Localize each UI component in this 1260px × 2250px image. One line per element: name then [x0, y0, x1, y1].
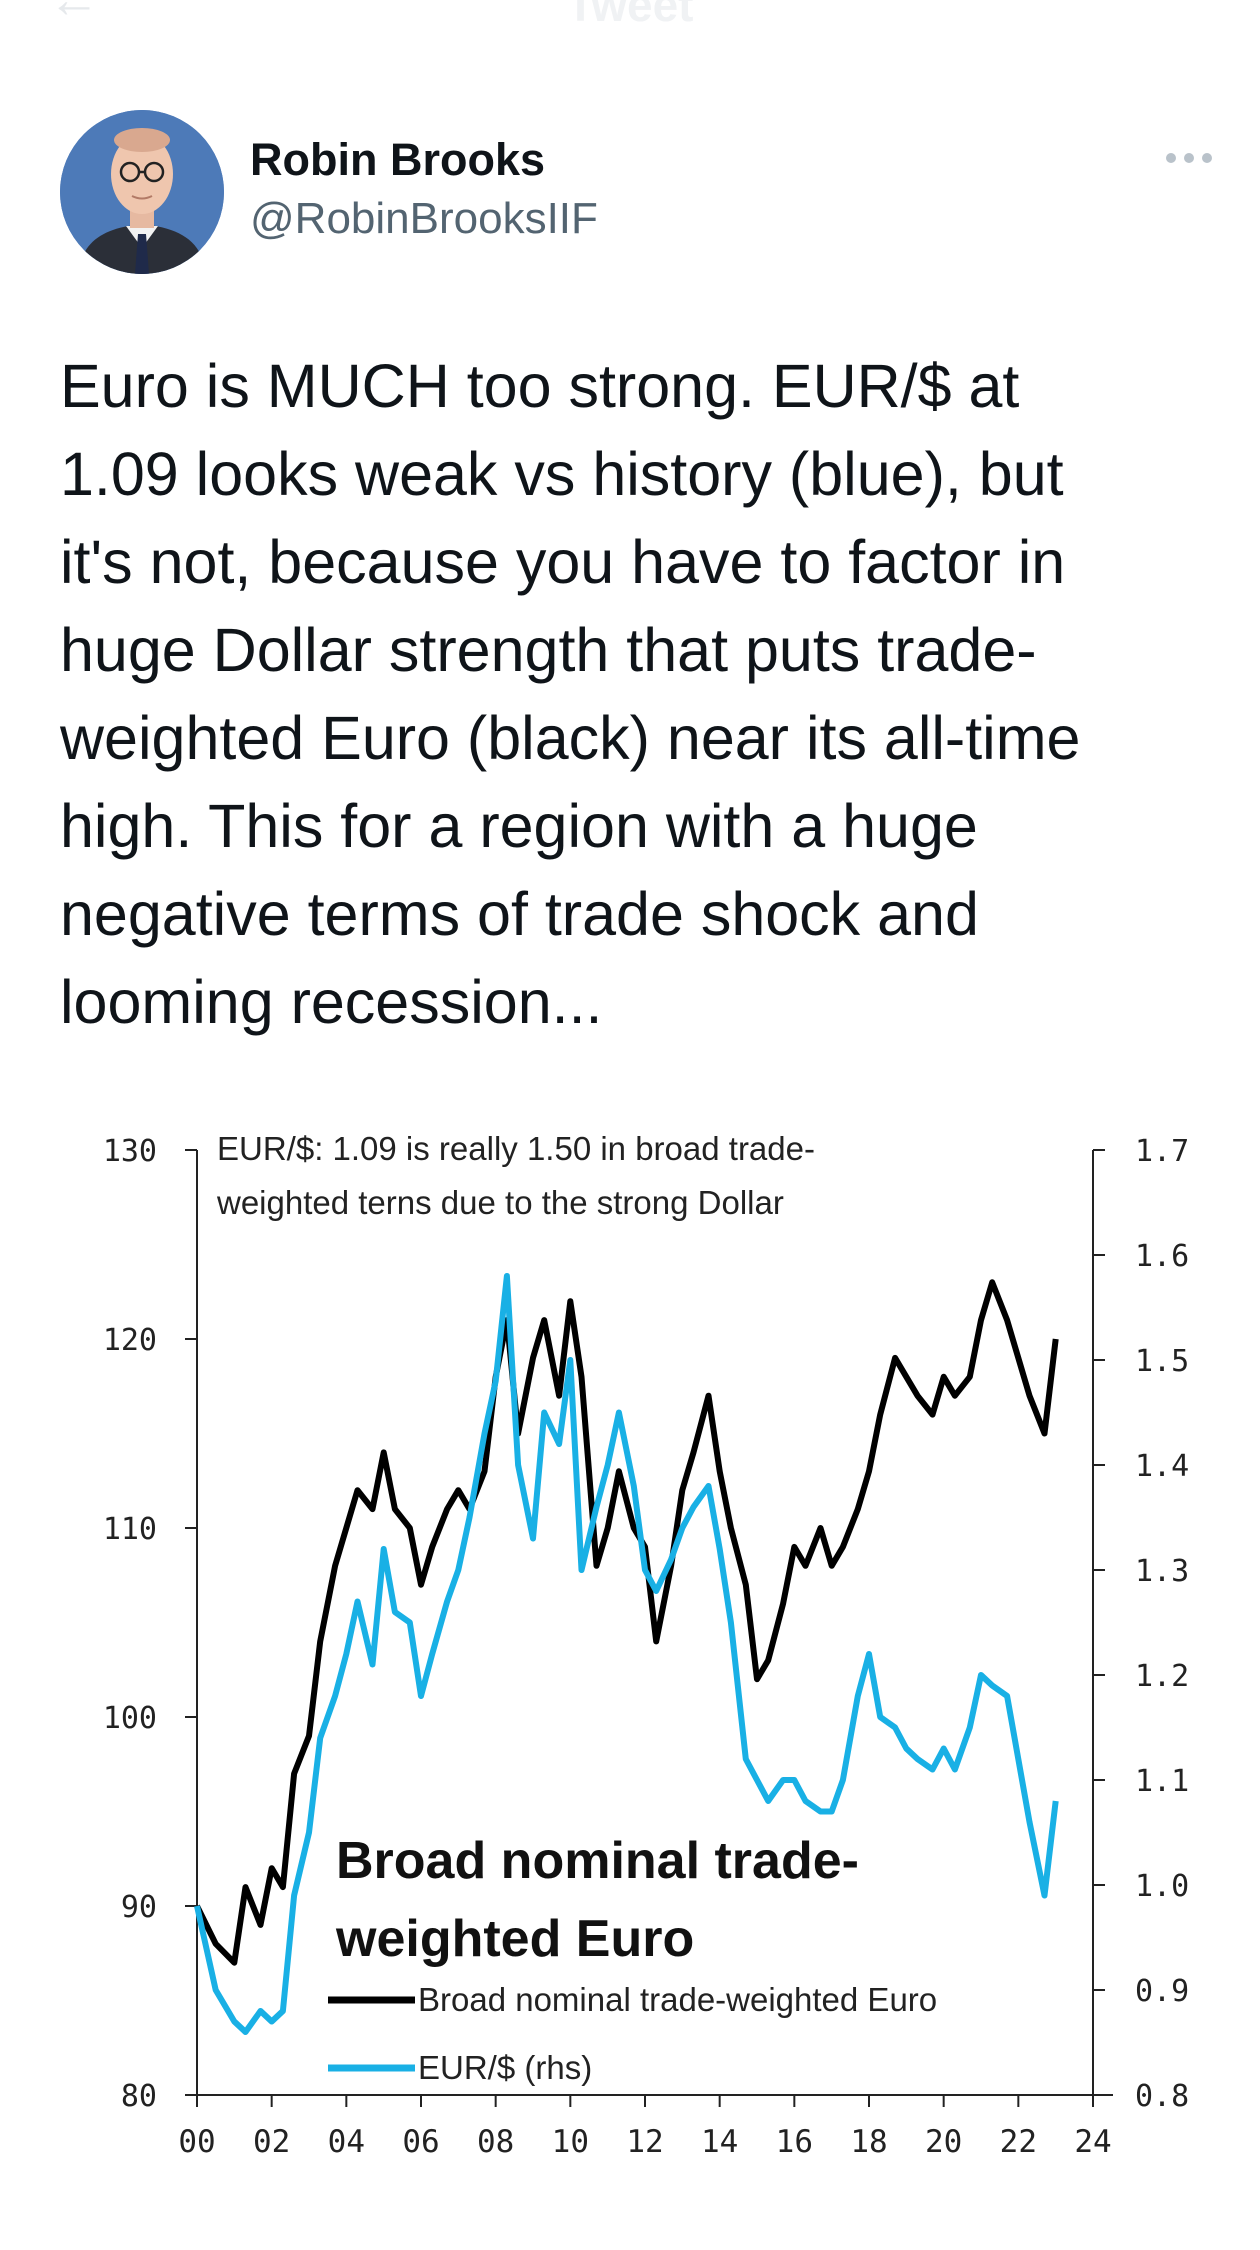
right-tick-label: 1.6 [1135, 1239, 1189, 1274]
tweet-chart-image[interactable]: 80 90 100 110 120 130 0.8 0.9 1.0 1.1 1.2 1.3 1.4 1.5… [60, 1110, 1210, 2250]
x-tick-label: 18 [850, 2124, 887, 2160]
x-tick-label: 00 [178, 2124, 215, 2160]
chart-annotation-line: Broad nominal trade- [336, 1832, 859, 1890]
left-tick-label: 100 [103, 1701, 157, 1736]
author-name[interactable]: Robin Brooks [250, 134, 546, 185]
x-tick-label: 08 [477, 2124, 514, 2160]
left-tick-label: 80 [121, 2079, 157, 2114]
back-arrow-icon[interactable]: ← [48, 0, 100, 29]
series-line-eur-usd [194, 1273, 1059, 2035]
x-tick-label: 22 [1000, 2124, 1037, 2160]
x-tick-label: 14 [701, 2124, 738, 2160]
more-options-icon[interactable] [1166, 150, 1212, 166]
x-tick-label: 02 [253, 2124, 290, 2160]
x-tick-label: 04 [328, 2124, 365, 2160]
tweet-text: Euro is MUCH too strong. EUR/$ at 1.09 l… [60, 352, 1081, 1036]
x-tick-label: 06 [402, 2124, 439, 2160]
right-tick-label: 1.2 [1135, 1659, 1189, 1694]
legend-label: Broad nominal trade-weighted Euro [418, 1981, 937, 2018]
left-tick-label: 120 [103, 1323, 157, 1358]
right-tick-label: 0.8 [1135, 2079, 1189, 2114]
legend-label: EUR/$ (rhs) [418, 2049, 592, 2086]
page-title: Tweet [566, 0, 694, 31]
right-tick-label: 1.4 [1135, 1449, 1189, 1484]
left-tick-label: 110 [103, 1512, 157, 1547]
x-tick-label: 16 [776, 2124, 813, 2160]
profile-photo [60, 110, 224, 274]
right-tick-label: 0.9 [1135, 1974, 1189, 2009]
author-handle[interactable]: @RobinBrooksIIF [250, 194, 598, 243]
x-tick-label: 12 [626, 2124, 663, 2160]
left-tick-label: 130 [103, 1134, 157, 1169]
chart-annotation-line: weighted Euro [335, 1910, 694, 1968]
series-line-trade-weighted-euro [194, 1279, 1059, 1966]
right-tick-label: 1.1 [1135, 1764, 1189, 1799]
right-tick-label: 1.3 [1135, 1554, 1189, 1589]
x-tick-label: 20 [925, 2124, 962, 2160]
x-tick-label: 24 [1074, 2124, 1111, 2160]
right-tick-label: 1.0 [1135, 1869, 1189, 1904]
left-tick-label: 90 [121, 1890, 157, 1925]
avatar[interactable] [60, 110, 224, 274]
x-tick-label: 10 [552, 2124, 589, 2160]
chart-title-line: EUR/$: 1.09 is really 1.50 in broad trad… [217, 1130, 815, 1167]
right-tick-label: 1.5 [1135, 1344, 1189, 1379]
top-bar: ← Tweet [0, 0, 1260, 40]
chart-title-line: weighted terns due to the strong Dollar [216, 1184, 784, 1221]
right-tick-label: 1.7 [1135, 1134, 1189, 1169]
